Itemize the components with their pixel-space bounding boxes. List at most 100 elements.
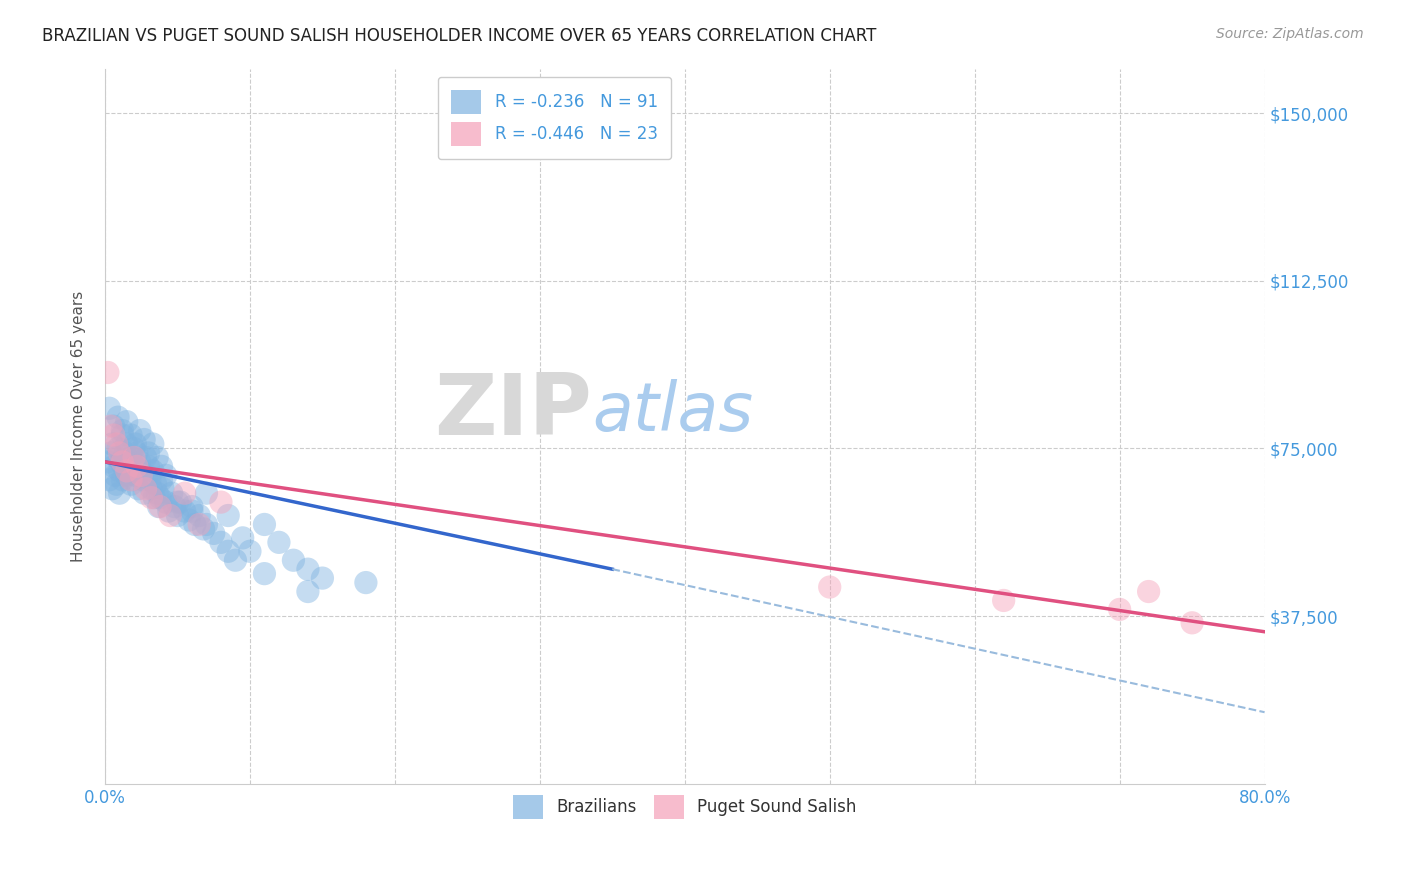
Point <box>115 468 138 483</box>
Point <box>193 522 215 536</box>
Point <box>141 482 163 496</box>
Point <box>177 513 200 527</box>
Point <box>149 500 172 514</box>
Point <box>181 504 204 518</box>
Point <box>115 437 138 451</box>
Text: ZIP: ZIP <box>434 370 592 453</box>
Point <box>135 450 157 465</box>
Point <box>224 553 246 567</box>
Point <box>160 486 183 500</box>
Point <box>152 482 174 496</box>
Point <box>114 446 136 460</box>
Point <box>100 446 122 460</box>
Text: atlas: atlas <box>592 379 754 445</box>
Point <box>188 508 211 523</box>
Point <box>111 424 134 438</box>
Point <box>169 495 191 509</box>
Point <box>267 535 290 549</box>
Point <box>127 482 149 496</box>
Point <box>150 459 173 474</box>
Point <box>98 401 121 416</box>
Point <box>149 491 172 505</box>
Point <box>188 517 211 532</box>
Y-axis label: Householder Income Over 65 years: Householder Income Over 65 years <box>72 291 86 562</box>
Point <box>297 562 319 576</box>
Point <box>108 464 131 478</box>
Point <box>122 442 145 456</box>
Legend: Brazilians, Puget Sound Salish: Brazilians, Puget Sound Salish <box>506 789 863 825</box>
Text: Source: ZipAtlas.com: Source: ZipAtlas.com <box>1216 27 1364 41</box>
Point <box>166 508 188 523</box>
Point <box>100 419 122 434</box>
Point <box>143 491 166 505</box>
Point <box>184 517 207 532</box>
Point <box>139 473 162 487</box>
Point <box>125 459 148 474</box>
Point <box>103 419 125 434</box>
Point <box>155 495 177 509</box>
Point <box>103 459 125 474</box>
Point <box>146 486 169 500</box>
Point <box>124 468 146 483</box>
Point <box>142 464 165 478</box>
Point <box>98 473 121 487</box>
Point <box>1181 615 1204 630</box>
Point <box>122 459 145 474</box>
Point <box>121 473 143 487</box>
Point <box>107 410 129 425</box>
Point <box>354 575 377 590</box>
Point <box>108 486 131 500</box>
Point <box>135 482 157 496</box>
Point <box>115 415 138 429</box>
Point <box>195 486 218 500</box>
Text: BRAZILIAN VS PUGET SOUND SALISH HOUSEHOLDER INCOME OVER 65 YEARS CORRELATION CHA: BRAZILIAN VS PUGET SOUND SALISH HOUSEHOL… <box>42 27 876 45</box>
Point <box>181 500 204 514</box>
Point <box>145 477 167 491</box>
Point <box>134 433 156 447</box>
Point <box>111 455 134 469</box>
Point <box>118 464 141 478</box>
Point <box>157 504 180 518</box>
Point <box>101 437 124 451</box>
Point <box>105 437 128 451</box>
Point <box>297 584 319 599</box>
Point <box>146 450 169 465</box>
Point <box>311 571 333 585</box>
Point <box>283 553 305 567</box>
Point <box>120 473 142 487</box>
Point <box>138 459 160 474</box>
Point <box>129 464 152 478</box>
Point <box>112 459 135 474</box>
Point <box>108 446 131 460</box>
Point <box>97 366 120 380</box>
Point <box>128 455 150 469</box>
Point <box>105 477 128 491</box>
Point <box>155 468 177 483</box>
Point <box>97 455 120 469</box>
Point <box>103 428 125 442</box>
Point <box>101 482 124 496</box>
Point <box>142 437 165 451</box>
Point <box>217 544 239 558</box>
Point <box>173 504 195 518</box>
Point <box>138 446 160 460</box>
Point <box>173 486 195 500</box>
Point <box>111 473 134 487</box>
Point <box>993 593 1015 607</box>
Point <box>120 477 142 491</box>
Point <box>239 544 262 558</box>
Point <box>217 508 239 523</box>
Point <box>125 446 148 460</box>
Point <box>122 450 145 465</box>
Point <box>1108 602 1130 616</box>
Point <box>129 468 152 483</box>
Point <box>195 517 218 532</box>
Point <box>120 428 142 442</box>
Point <box>150 473 173 487</box>
Point <box>148 500 170 514</box>
Point <box>136 468 159 483</box>
Point <box>159 508 181 523</box>
Point <box>120 450 142 465</box>
Point <box>115 464 138 478</box>
Point <box>104 468 127 483</box>
